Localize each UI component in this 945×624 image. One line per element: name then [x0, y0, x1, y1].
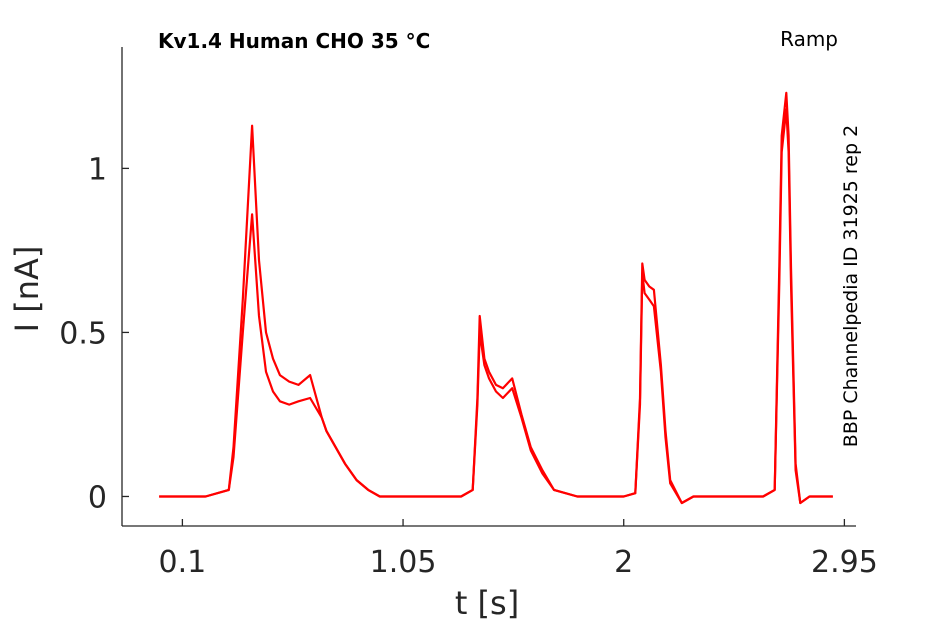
side-label: BBP Channelpedia ID 31925 rep 2 [840, 125, 862, 447]
y-tick-label: 1 [88, 152, 107, 187]
y-tick-label: 0 [88, 480, 107, 515]
axes [121, 47, 856, 527]
y-tick-label: 0.5 [59, 316, 107, 351]
x-ticks: 0.1 1.05 2 2.95 [159, 519, 878, 580]
x-axis-label: t [s] [455, 584, 519, 622]
chart-title: Kv1.4 Human CHO 35 °C [158, 29, 430, 53]
y-axis-label: I [nA] [8, 246, 46, 333]
protocol-label: Ramp [780, 27, 838, 51]
current-trace-2 [159, 108, 833, 505]
current-trace-1 [159, 91, 833, 505]
traces [159, 91, 833, 505]
y-ticks: 00.51 [59, 152, 129, 515]
x-tick-label: 2.95 [811, 545, 878, 580]
x-tick-label: 2 [614, 545, 633, 580]
x-tick-label: 1.05 [370, 545, 437, 580]
x-tick-label: 0.1 [159, 545, 207, 580]
